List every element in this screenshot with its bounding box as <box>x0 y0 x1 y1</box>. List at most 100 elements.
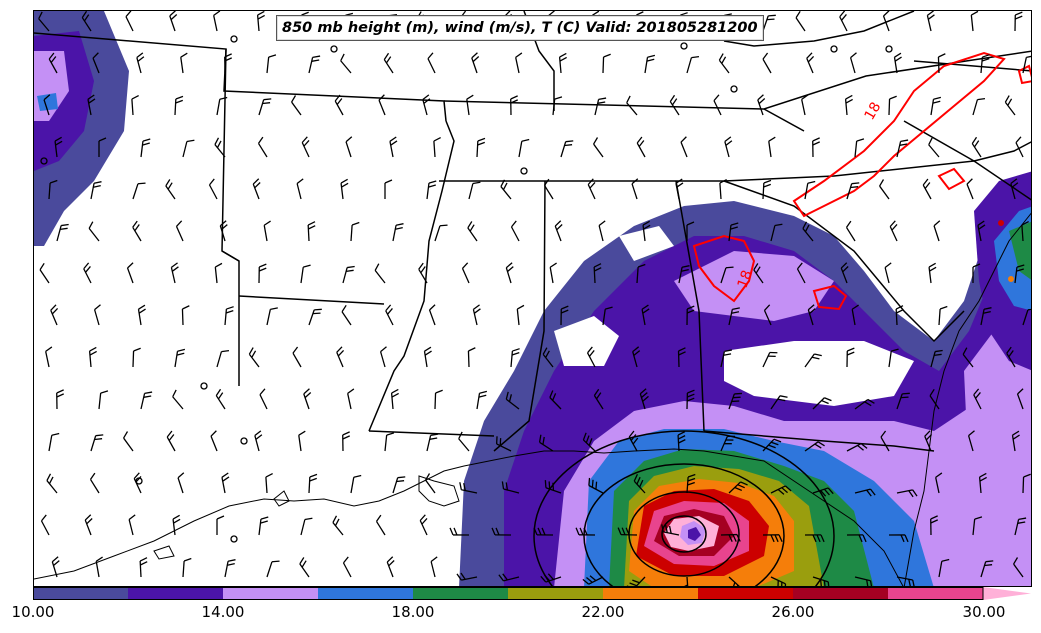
wind-barb <box>582 575 604 585</box>
wind-barb <box>181 305 190 326</box>
wind-barb <box>1015 136 1024 158</box>
wind-barb <box>423 346 432 368</box>
wind-barb <box>560 140 574 158</box>
wind-barb <box>390 388 399 410</box>
wind-barb <box>342 556 352 578</box>
wind-barb <box>471 52 480 74</box>
wind-barb <box>602 53 611 74</box>
wind-barb <box>307 221 316 242</box>
wind-barb <box>720 533 741 542</box>
wind-barb <box>500 179 512 200</box>
wind-barb <box>686 56 700 74</box>
wind-barb <box>812 576 830 586</box>
wind-barb <box>538 434 554 452</box>
wind-barb <box>802 221 814 242</box>
wind-barb <box>472 304 481 326</box>
wind-barb <box>935 472 943 494</box>
wind-barb <box>345 136 353 158</box>
wind-barb <box>175 220 184 242</box>
wind-barb <box>296 178 304 200</box>
wind-barb <box>849 52 857 74</box>
wind-barb <box>128 514 136 536</box>
wind-barb <box>582 432 596 452</box>
wind-barb <box>677 347 686 368</box>
wind-barb <box>418 262 428 284</box>
wind-barb <box>342 265 355 284</box>
wind-barb <box>350 474 362 494</box>
wind-barb <box>303 388 312 410</box>
wind-barb <box>426 180 437 200</box>
wind-barb <box>300 264 311 284</box>
wind-barb <box>456 572 478 581</box>
wind-barb <box>48 179 58 200</box>
map-canvas: 18 18 <box>34 11 1031 586</box>
wind-barb <box>300 517 313 536</box>
wind-barb <box>598 220 606 242</box>
wind-barb <box>210 430 218 452</box>
wind-barb <box>516 304 525 326</box>
wind-barb <box>763 304 772 326</box>
wind-barb <box>139 557 148 578</box>
wind-barb <box>626 95 638 116</box>
wind-barb <box>661 524 680 536</box>
wind-barb <box>801 94 809 116</box>
height-contours <box>533 430 835 586</box>
wind-barb <box>922 178 932 200</box>
wind-barb <box>888 95 897 116</box>
wind-barb <box>812 137 821 158</box>
wind-barb <box>265 472 273 494</box>
wind-barb <box>720 349 733 368</box>
map-panel: 18 18 <box>33 10 1032 587</box>
wind-barb <box>174 95 184 116</box>
wind-barb <box>854 576 873 586</box>
wind-barb <box>54 136 63 158</box>
wind-barb <box>350 221 360 242</box>
wind-barb <box>1022 55 1031 74</box>
wind-barb <box>38 11 50 32</box>
wind-barb <box>56 389 65 410</box>
wind-barb <box>342 431 351 452</box>
wind-barb <box>602 306 613 326</box>
wind-barb <box>308 308 322 326</box>
wind-barb <box>617 527 638 536</box>
wind-barb <box>258 98 272 116</box>
wind-barb <box>851 304 859 326</box>
wind-barb <box>728 576 742 586</box>
wind-barb <box>804 534 825 543</box>
wind-barb <box>549 390 562 410</box>
wind-barb <box>880 430 890 452</box>
wind-barb <box>449 527 470 536</box>
wind-barb <box>770 395 788 410</box>
wind-barb <box>762 14 776 32</box>
wind-barb <box>540 573 562 583</box>
wind-barb <box>40 514 50 536</box>
wind-barb <box>686 221 695 241</box>
colorbar-tick-label: 30.00 <box>962 603 1006 621</box>
wind-barb <box>962 347 974 368</box>
wind-barb <box>686 473 696 494</box>
wind-barb <box>930 349 943 368</box>
wind-barb <box>336 346 345 368</box>
wind-barb <box>298 430 306 452</box>
wind-speed-shading <box>34 11 1031 586</box>
wind-barb <box>467 221 478 242</box>
wind-barb <box>928 262 937 284</box>
wind-barb <box>266 307 278 326</box>
wind-barb <box>641 304 650 326</box>
wind-barb <box>642 220 651 242</box>
wind-barb <box>422 94 431 116</box>
wind-barb <box>533 527 554 536</box>
colorbar-segment <box>603 587 698 600</box>
colorbar-tick-label: 14.00 <box>201 603 245 621</box>
wind-barb <box>796 262 806 284</box>
wind-barb <box>680 576 689 586</box>
wind-barb <box>1022 308 1031 326</box>
wind-barb <box>131 94 139 116</box>
wind-barb <box>379 346 387 368</box>
wind-barb <box>375 514 386 536</box>
wind-barb <box>846 347 855 368</box>
colorbar-extend-arrow <box>983 587 1031 600</box>
wind-barb <box>468 181 481 200</box>
wind-barb <box>804 441 825 452</box>
wind-barb <box>384 179 393 199</box>
